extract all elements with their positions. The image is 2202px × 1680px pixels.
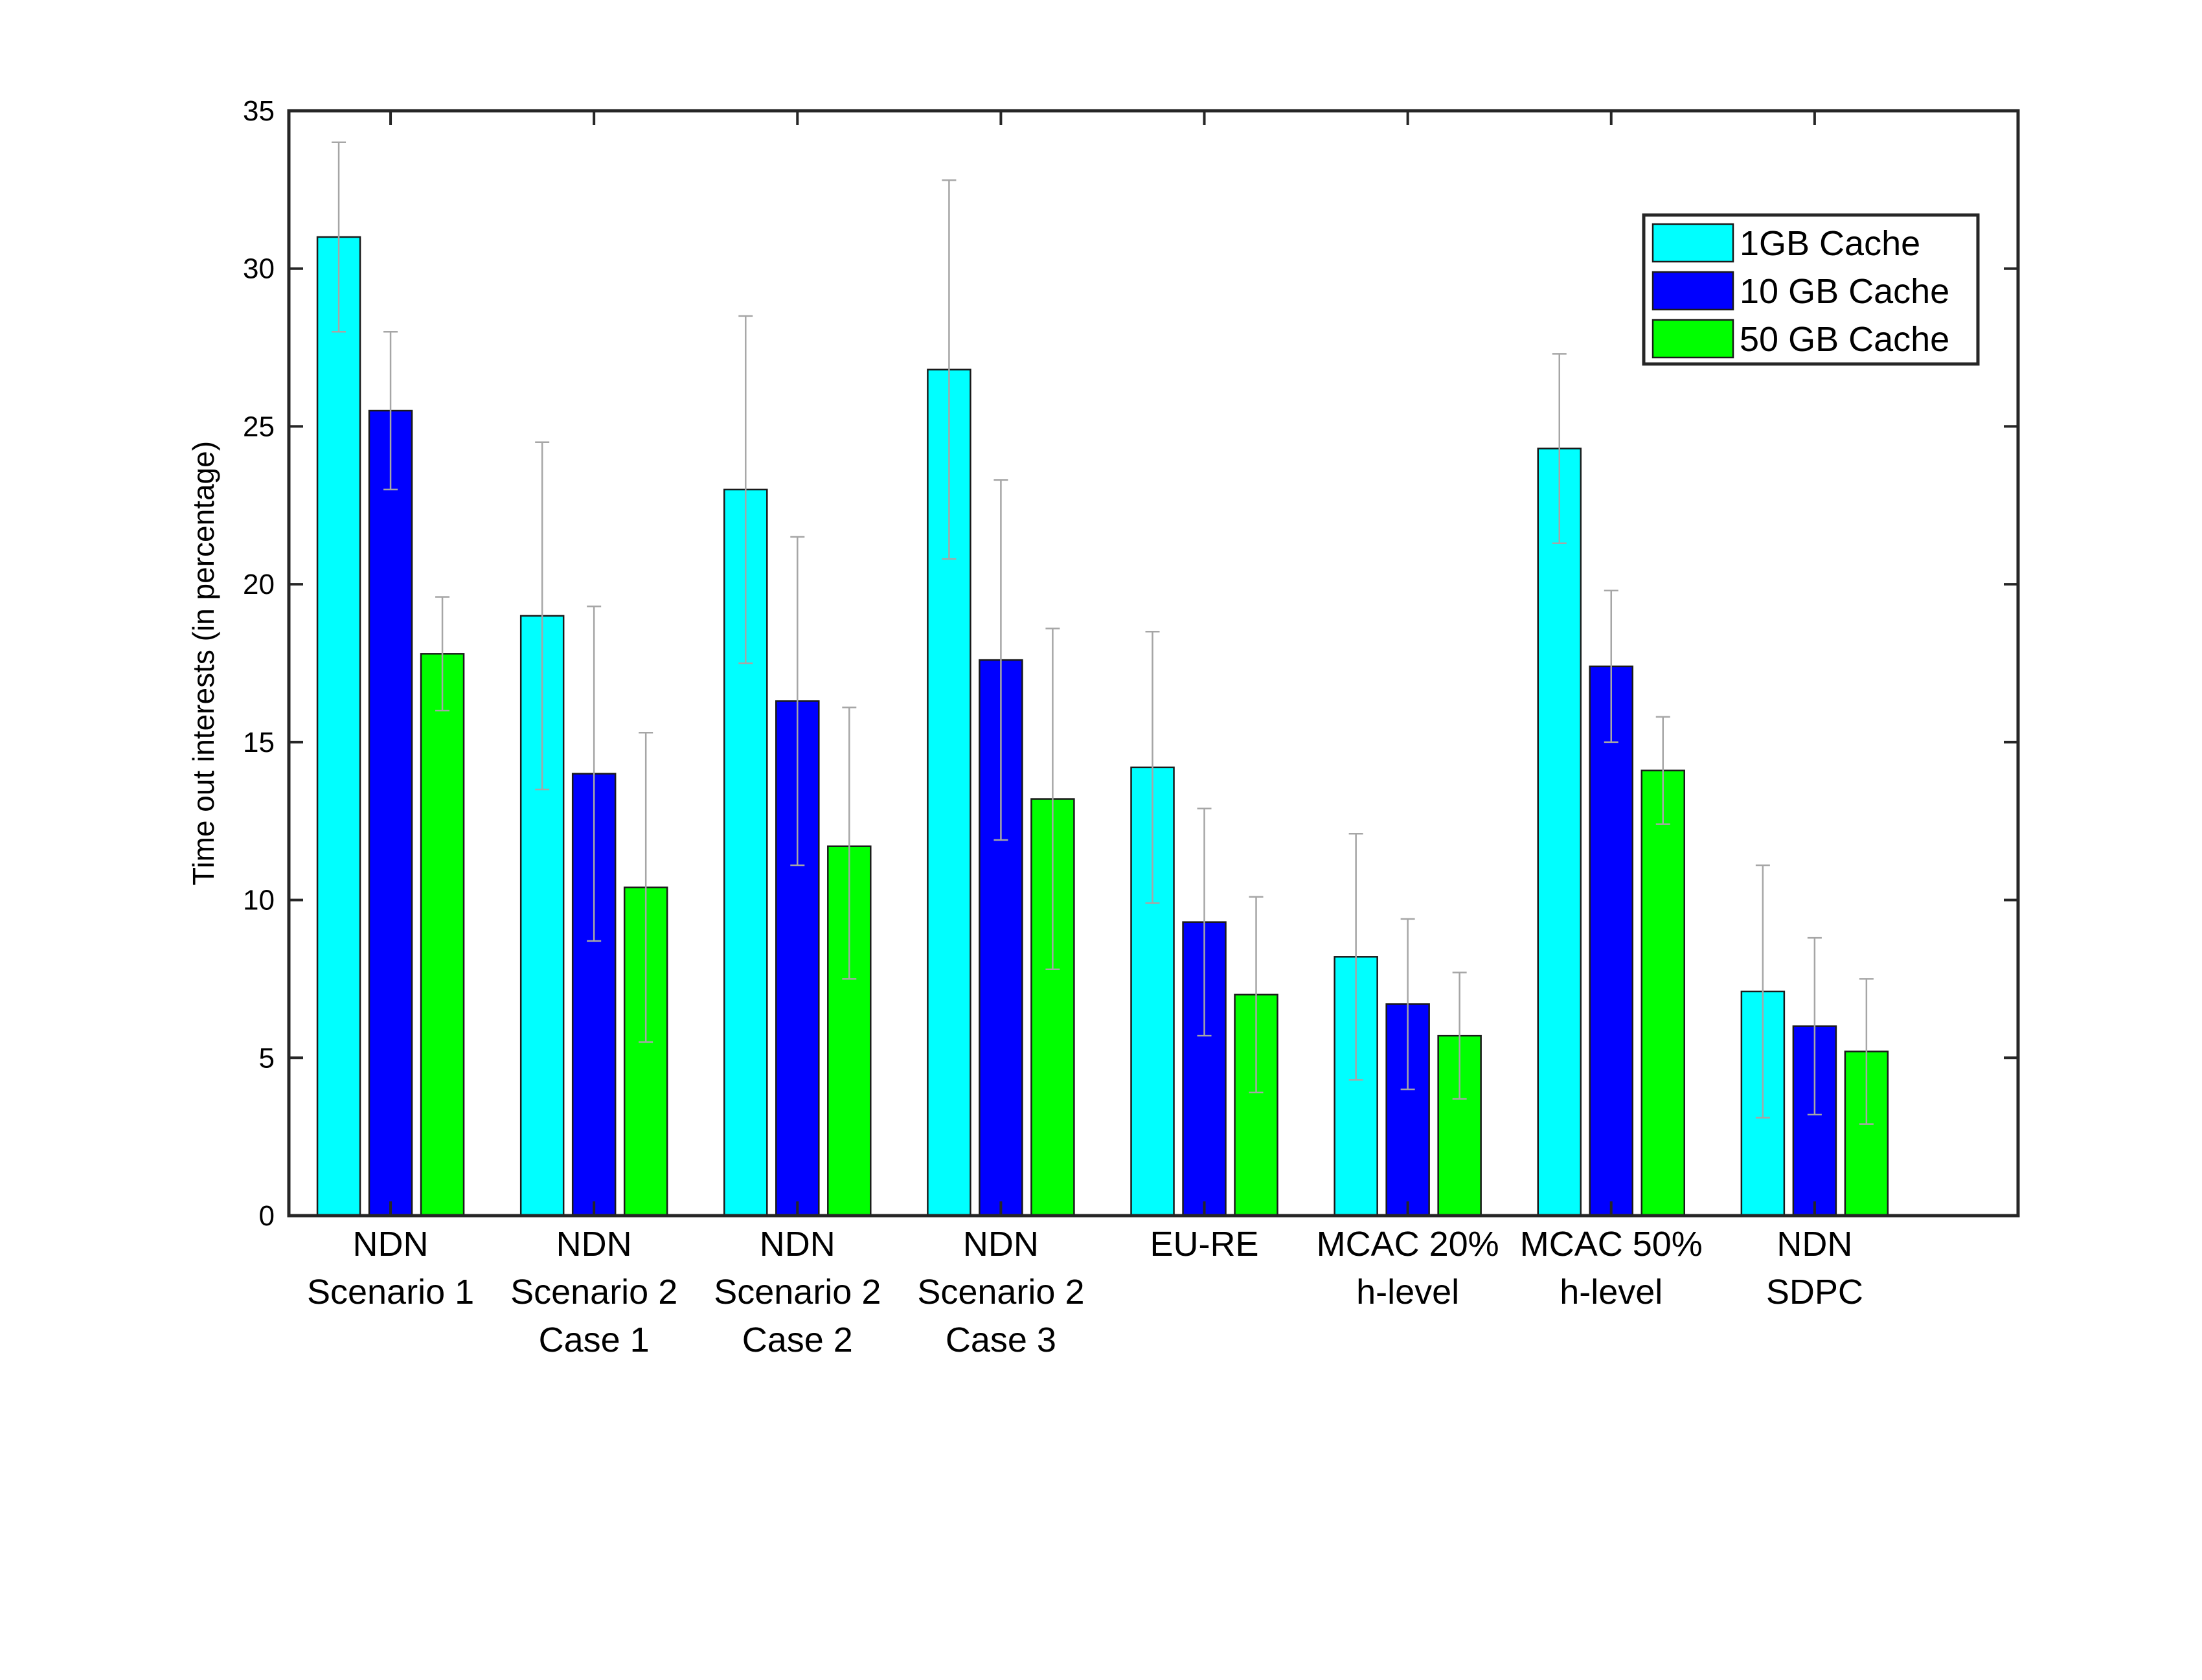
legend: 1GB Cache 10 GB Cache 50 GB Cache [1642,213,1980,366]
x-tick-label-line: SDPC [1766,1273,1863,1311]
x-tick-label-0: NDN Scenario 1 [307,1225,474,1311]
x-tick-label-6: MCAC 50% h-level [1520,1225,1703,1311]
x-tick-label-line: Case 1 [539,1321,650,1359]
x-tick-label-line: Scenario 2 [917,1273,1084,1311]
x-tick-label-line: h-level [1560,1273,1663,1311]
bar-series-2-category-6 [1640,769,1686,1217]
labels-layer: 0 5 10 15 20 25 30 35 NDN Scenario 1 NDN Scenario 2… [243,95,1863,1359]
x-tick-label-line: h-level [1356,1273,1459,1311]
y-tick-label-1: 5 [259,1042,275,1074]
x-tick-label-line: NDN [353,1225,429,1264]
legend-label-2: 50 GB Cache [1740,320,1949,359]
axes-box [287,109,2020,1218]
x-tick-label-line: Case 3 [946,1321,1056,1359]
x-tick-label-line: Case 2 [742,1321,853,1359]
y-axis-label: Time out interests (in percentage) [187,441,220,885]
x-tick-label-2: NDN Scenario 2 Case 2 [714,1225,881,1359]
x-tick-label-3: NDN Scenario 2 Case 3 [917,1225,1084,1359]
bar-series-2-category-0 [420,653,465,1217]
bar-series-1-category-0 [368,409,413,1217]
x-tick-label-line: NDN [1776,1225,1852,1264]
legend-swatch-1 [1652,271,1734,311]
y-tick-label-0: 0 [259,1200,275,1232]
legend-label-1: 10 GB Cache [1740,272,1949,311]
x-tick-label-line: NDN [963,1225,1039,1264]
legend-swatch-0 [1652,223,1734,263]
x-tick-label-4: EU-RE [1150,1225,1259,1264]
y-tick-label-7: 35 [243,95,275,127]
error-bars-layer [332,141,1874,1125]
x-tick-label-7: NDN SDPC [1766,1225,1863,1311]
y-tick-label-6: 30 [243,253,275,285]
legend-label-0: 1GB Cache [1740,224,1920,263]
legend-swatch-2 [1652,319,1734,359]
y-tick-label-2: 10 [243,885,275,916]
x-tick-label-line: NDN [556,1225,632,1264]
bar-series-0-category-6 [1537,448,1582,1217]
x-tick-label-line: NDN [760,1225,835,1264]
x-tick-label-5: MCAC 20% h-level [1317,1225,1499,1311]
bar-series-0-category-0 [316,236,361,1217]
x-tick-label-line: Scenario 1 [307,1273,474,1311]
x-tick-label-1: NDN Scenario 2 Case 1 [510,1225,677,1359]
ticks-layer [289,109,2018,1217]
x-tick-label-line: EU-RE [1150,1225,1259,1264]
y-tick-label-4: 20 [243,569,275,600]
x-tick-label-line: Scenario 2 [510,1273,677,1311]
x-tick-label-line: MCAC 20% [1317,1225,1499,1264]
y-tick-label-3: 15 [243,727,275,758]
y-tick-label-5: 25 [243,411,275,442]
x-tick-label-line: MCAC 50% [1520,1225,1703,1264]
x-tick-label-line: Scenario 2 [714,1273,881,1311]
bar-series-1-category-6 [1589,665,1634,1217]
